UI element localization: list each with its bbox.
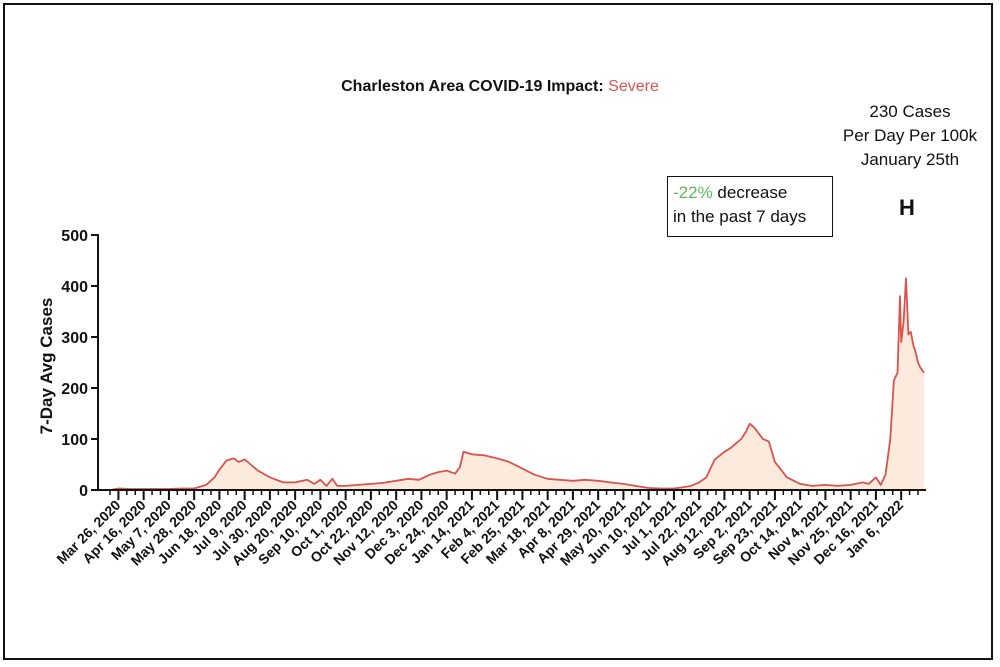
y-tick-label: 0 (79, 483, 88, 500)
current-value-text: 230 Cases (869, 102, 951, 121)
change-text-2: in the past 7 days (673, 207, 807, 226)
chart-title-text: Charleston Area COVID-19 Impact: (341, 78, 604, 95)
severity-label: Severe (608, 78, 659, 95)
y-tick-label: 100 (61, 432, 88, 449)
y-tick-label: 400 (61, 279, 88, 296)
chart-title: Charleston Area COVID-19 Impact: Severe (0, 78, 1000, 96)
current-value-annotation: 230 Cases Per Day Per 100k January 25th (824, 100, 996, 172)
change-text-1: decrease (712, 183, 788, 202)
range-bracket-icon: H (899, 195, 915, 220)
image-frame (3, 3, 993, 660)
series-line (109, 277, 925, 491)
change-callout: -22% decrease in the past 7 days (667, 176, 833, 237)
y-tick-label: 500 (61, 228, 88, 245)
current-date-text: January 25th (860, 150, 960, 169)
y-tick-label: 200 (61, 381, 88, 398)
y-axis-label: 7-Day Avg Cases (37, 298, 56, 435)
change-percent: -22% (673, 183, 713, 202)
y-tick-label: 300 (61, 330, 88, 347)
current-unit-text: Per Day Per 100k (842, 126, 978, 145)
